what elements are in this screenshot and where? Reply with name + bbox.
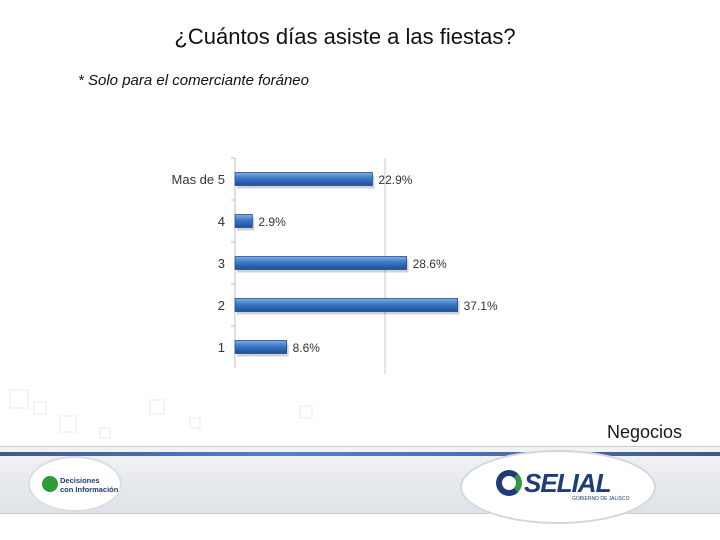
category-label: 2 [218,298,225,313]
decisiones-logo: Decisiones con Información [28,456,122,512]
category-label: 3 [218,256,225,271]
data-label: 22.9% [378,173,412,187]
data-label: 2.9% [258,215,286,229]
category-label: 4 [218,214,225,229]
data-label: 37.1% [464,299,498,313]
chart-title: ¿Cuántos días asiste a las fiestas? [174,24,516,49]
bar [234,298,459,312]
category-label: Mas de 5 [172,172,225,187]
chart-subtitle: * Solo para el comerciante foráneo [78,72,309,89]
data-label: 28.6% [413,257,447,271]
bar [234,256,408,270]
logo-swoosh-icon [42,476,58,492]
bar [234,340,287,354]
bar [234,214,253,228]
footer-accent-line [0,452,720,456]
bar [234,172,373,186]
logo-ring-icon [496,470,522,496]
selial-logo: SELIAL GOBIERNO DE JALISCO [460,450,656,524]
category-label: 1 [218,340,225,355]
data-label: 8.6% [293,341,321,355]
footer-label: Negocios [606,422,682,442]
background-decoration [9,389,313,439]
